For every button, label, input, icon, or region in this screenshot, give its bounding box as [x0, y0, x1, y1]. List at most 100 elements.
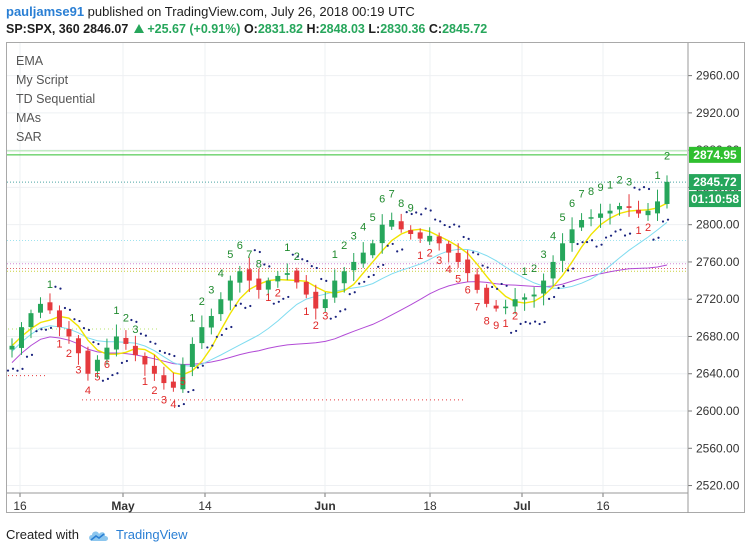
td-count-label: 5	[94, 371, 100, 383]
sar-dot	[310, 265, 313, 268]
candle-body	[645, 210, 651, 216]
sar-dot	[187, 390, 190, 394]
td-count-label: 1	[503, 318, 509, 330]
candle-body	[104, 347, 110, 360]
candle-body	[379, 224, 385, 244]
td-count-label: 4	[550, 231, 556, 243]
sar-dot	[25, 355, 29, 358]
td-count-label: 2	[199, 296, 205, 308]
candle-body	[18, 327, 24, 348]
td-count-label: 6	[237, 240, 243, 252]
sar-dot	[557, 286, 560, 290]
sar-dot	[462, 235, 465, 239]
x-tick-label: May	[111, 499, 135, 513]
td-count-label: 1	[635, 225, 641, 237]
legend-sar[interactable]: SAR	[16, 130, 42, 144]
td-count-label: 1	[56, 339, 62, 351]
sar-dot	[44, 328, 48, 331]
sar-dot	[101, 379, 105, 382]
td-count-label: 3	[75, 365, 81, 377]
candle-body	[569, 229, 575, 244]
sar-dot	[78, 319, 81, 323]
tradingview-cloud-icon	[89, 530, 108, 541]
td-count-label: 2	[123, 313, 129, 325]
candle-body	[598, 213, 604, 218]
td-count-label: 2	[531, 263, 537, 275]
legend-mas[interactable]: MAs	[16, 111, 41, 125]
legend-td-sequential[interactable]: TD Sequential	[16, 92, 96, 106]
sar-dot	[334, 315, 337, 318]
y-tick-label: 2800.00	[696, 218, 740, 232]
y-tick-label: 2680.00	[696, 329, 740, 343]
sar-dot	[576, 242, 579, 246]
legend-my-script[interactable]: My Script	[16, 73, 69, 87]
sar-dot	[258, 250, 261, 254]
sar-dot	[448, 225, 451, 229]
ema-line	[11, 202, 668, 376]
sar-dot	[63, 306, 67, 310]
td-count-label: 3	[208, 285, 214, 297]
sar-dot	[604, 236, 608, 239]
sar-dot	[291, 253, 294, 256]
sar-dot	[158, 349, 161, 353]
footer: Created with TradingView	[6, 527, 188, 542]
candle-body	[417, 232, 423, 239]
sar-dot	[163, 351, 166, 354]
y-tick-label: 2720.00	[696, 292, 740, 306]
sar-dot	[410, 212, 413, 216]
symbol-label: SP:SPX, 360	[6, 22, 80, 36]
author-link[interactable]: pauljamse91	[6, 4, 85, 19]
td-count-label: 2	[512, 311, 518, 323]
sar-dot	[505, 284, 508, 287]
sar-dot	[467, 237, 470, 240]
sar-dot	[239, 302, 242, 305]
low-label: L:	[368, 22, 381, 36]
candle-body	[332, 280, 338, 298]
indicator-legend: EMA My Script TD Sequential MAs SAR	[16, 52, 95, 147]
sar-dot	[234, 304, 237, 307]
candle-body	[341, 271, 347, 284]
y-tick-label: 2560.00	[696, 441, 740, 455]
tradingview-link[interactable]: TradingView	[87, 527, 188, 542]
sar-dot	[534, 320, 537, 323]
x-tick-label: 16	[596, 499, 610, 513]
td-count-label: 2	[66, 348, 72, 360]
sar-dot	[54, 285, 57, 288]
quote-line: SP:SPX, 360 2846.07 +25.67 (+0.91%) O:283…	[6, 21, 746, 38]
td-count-label: 3	[132, 324, 138, 336]
sar-dot	[405, 211, 408, 214]
sar-dot	[348, 292, 351, 296]
sar-dot	[21, 367, 24, 370]
candle-body	[550, 261, 556, 279]
candle-body	[237, 271, 243, 283]
sar-dot	[177, 404, 180, 408]
sar-dot	[538, 322, 541, 326]
td-count-label: 5	[370, 212, 376, 224]
sar-dot	[623, 234, 627, 237]
td-count-label: 9	[408, 203, 414, 215]
td-count-label: 8	[588, 186, 594, 198]
sar-dot	[40, 328, 43, 331]
sar-dot	[547, 297, 551, 300]
candle-body	[322, 299, 328, 309]
candle-body	[75, 338, 81, 354]
sar-dot	[481, 264, 484, 267]
candle-body	[484, 287, 490, 304]
sar-dot	[657, 236, 660, 239]
sar-dot	[439, 220, 442, 223]
sar-dot	[429, 209, 432, 212]
sar-dot	[111, 373, 114, 377]
sar-dot	[87, 328, 91, 332]
legend-ema[interactable]: EMA	[16, 54, 44, 68]
sar-dot	[215, 335, 218, 338]
sar-dot	[524, 320, 527, 324]
td-count-label: 6	[379, 193, 385, 205]
up-arrow-icon	[134, 24, 145, 33]
sar-dot	[320, 277, 323, 281]
sar-dot	[296, 255, 299, 258]
sar-dot	[244, 306, 247, 309]
sar-dot	[68, 308, 72, 311]
td-count-label: 4	[360, 221, 366, 233]
sar-dot	[192, 388, 195, 392]
